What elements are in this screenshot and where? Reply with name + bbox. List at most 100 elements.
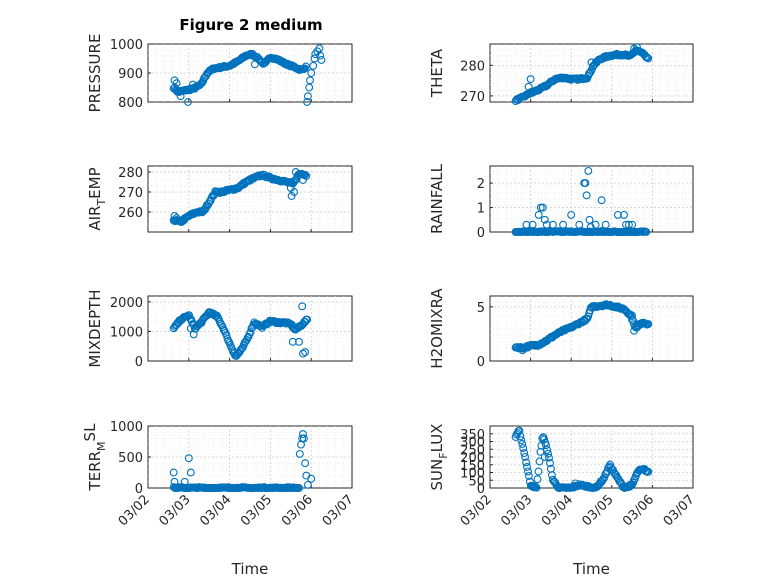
data-point — [176, 92, 185, 101]
y-tick-label: 900 — [118, 67, 143, 82]
x-axis-label: Time — [572, 560, 610, 578]
y-axis-label: THETA — [428, 48, 446, 98]
panel-air_temp: 260 270 280 AIRTEMP — [86, 165, 353, 233]
data-point — [538, 203, 547, 212]
data-point — [600, 473, 609, 482]
data-point — [172, 214, 181, 222]
data-point — [306, 76, 314, 85]
y-axis-label: PRESSURE — [86, 34, 104, 113]
y-axis-label: RAINFALL — [428, 163, 446, 234]
data-point — [534, 467, 543, 476]
data-point — [630, 326, 639, 335]
data-point — [559, 220, 568, 229]
data-point — [642, 228, 651, 236]
y-tick-label: 1 — [477, 202, 485, 217]
data-point — [317, 56, 326, 64]
data-point — [601, 220, 610, 229]
y-axis-label: SUNFLUX — [428, 424, 450, 491]
x-tick-label: 03/04 — [197, 492, 234, 529]
data-point — [291, 168, 300, 176]
y-tick-label: 280 — [460, 59, 485, 74]
data-point — [542, 441, 551, 450]
data-point — [299, 434, 308, 443]
data-point — [549, 477, 558, 486]
y-axis-label: AIRTEMP — [86, 167, 108, 230]
data-point — [548, 220, 557, 229]
data-point — [250, 60, 259, 69]
data-point — [299, 349, 307, 358]
data-point — [302, 172, 311, 180]
x-tick-label: 03/07 — [320, 492, 357, 529]
data-point — [622, 220, 630, 229]
data-point — [301, 459, 310, 468]
x-tick-label: 03/02 — [116, 492, 153, 529]
data-point — [626, 482, 635, 491]
data-point — [581, 179, 590, 188]
data-point — [522, 458, 531, 467]
data-point — [628, 311, 637, 320]
y-tick-label: 0 — [135, 355, 143, 370]
data-point — [184, 98, 192, 106]
x-tick-label: 03/03 — [157, 492, 194, 529]
data-point — [315, 44, 324, 53]
data-point — [530, 482, 539, 491]
data-point — [246, 328, 255, 337]
x-tick-label: 03/05 — [238, 492, 275, 529]
figure-title: Figure 2 medium — [179, 16, 322, 34]
x-axis-label: Time — [231, 560, 269, 578]
data-point — [301, 62, 310, 71]
data-point — [528, 88, 537, 97]
x-tick-label: 03/05 — [580, 492, 617, 529]
y-tick-label: 150 — [460, 459, 485, 474]
data-point — [534, 210, 543, 219]
y-tick-label: 350 — [460, 428, 485, 443]
data-point — [620, 210, 628, 219]
data-point — [186, 468, 195, 477]
y-tick-label: 500 — [118, 451, 143, 466]
data-point — [303, 315, 312, 324]
data-point — [524, 471, 533, 480]
series-points — [169, 168, 311, 227]
data-point — [519, 444, 528, 453]
panel-pressure: 800 900 1000 PRESSURE — [86, 34, 353, 113]
y-tick-label: 260 — [118, 206, 143, 221]
x-tick-label: 03/07 — [661, 492, 698, 529]
y-tick-label: 2000 — [110, 296, 143, 311]
panel-rainfall: 0 1 2 RAINFALL — [428, 163, 694, 241]
data-point — [189, 330, 198, 339]
y-tick-label: 800 — [118, 96, 143, 111]
y-axis-label: H2OMIXRA — [428, 288, 446, 369]
data-point — [540, 215, 549, 224]
data-point — [289, 324, 298, 333]
panel-h2omixra: 0 5 H2OMIXRA — [428, 288, 694, 370]
data-point — [295, 449, 304, 458]
data-point — [587, 58, 596, 67]
x-tick-label: 03/02 — [458, 492, 495, 529]
data-point — [515, 426, 524, 435]
data-point — [295, 484, 303, 492]
data-point — [528, 220, 537, 229]
y-tick-label: 2 — [477, 177, 485, 192]
data-point — [571, 479, 580, 488]
data-point — [188, 80, 197, 89]
data-point — [517, 436, 526, 445]
series-points — [169, 430, 316, 492]
data-point — [520, 449, 529, 458]
data-point — [282, 319, 290, 328]
data-point — [523, 463, 531, 471]
data-point — [546, 459, 554, 468]
y-tick-label: 1000 — [110, 38, 143, 53]
data-point — [582, 191, 591, 200]
data-point — [224, 336, 233, 345]
data-point — [591, 220, 600, 229]
data-point — [545, 453, 553, 462]
data-point — [288, 337, 297, 346]
data-point — [628, 220, 637, 229]
y-tick-label: 200 — [460, 451, 485, 466]
data-point — [301, 348, 310, 357]
data-point — [301, 170, 310, 179]
data-point — [307, 69, 316, 77]
